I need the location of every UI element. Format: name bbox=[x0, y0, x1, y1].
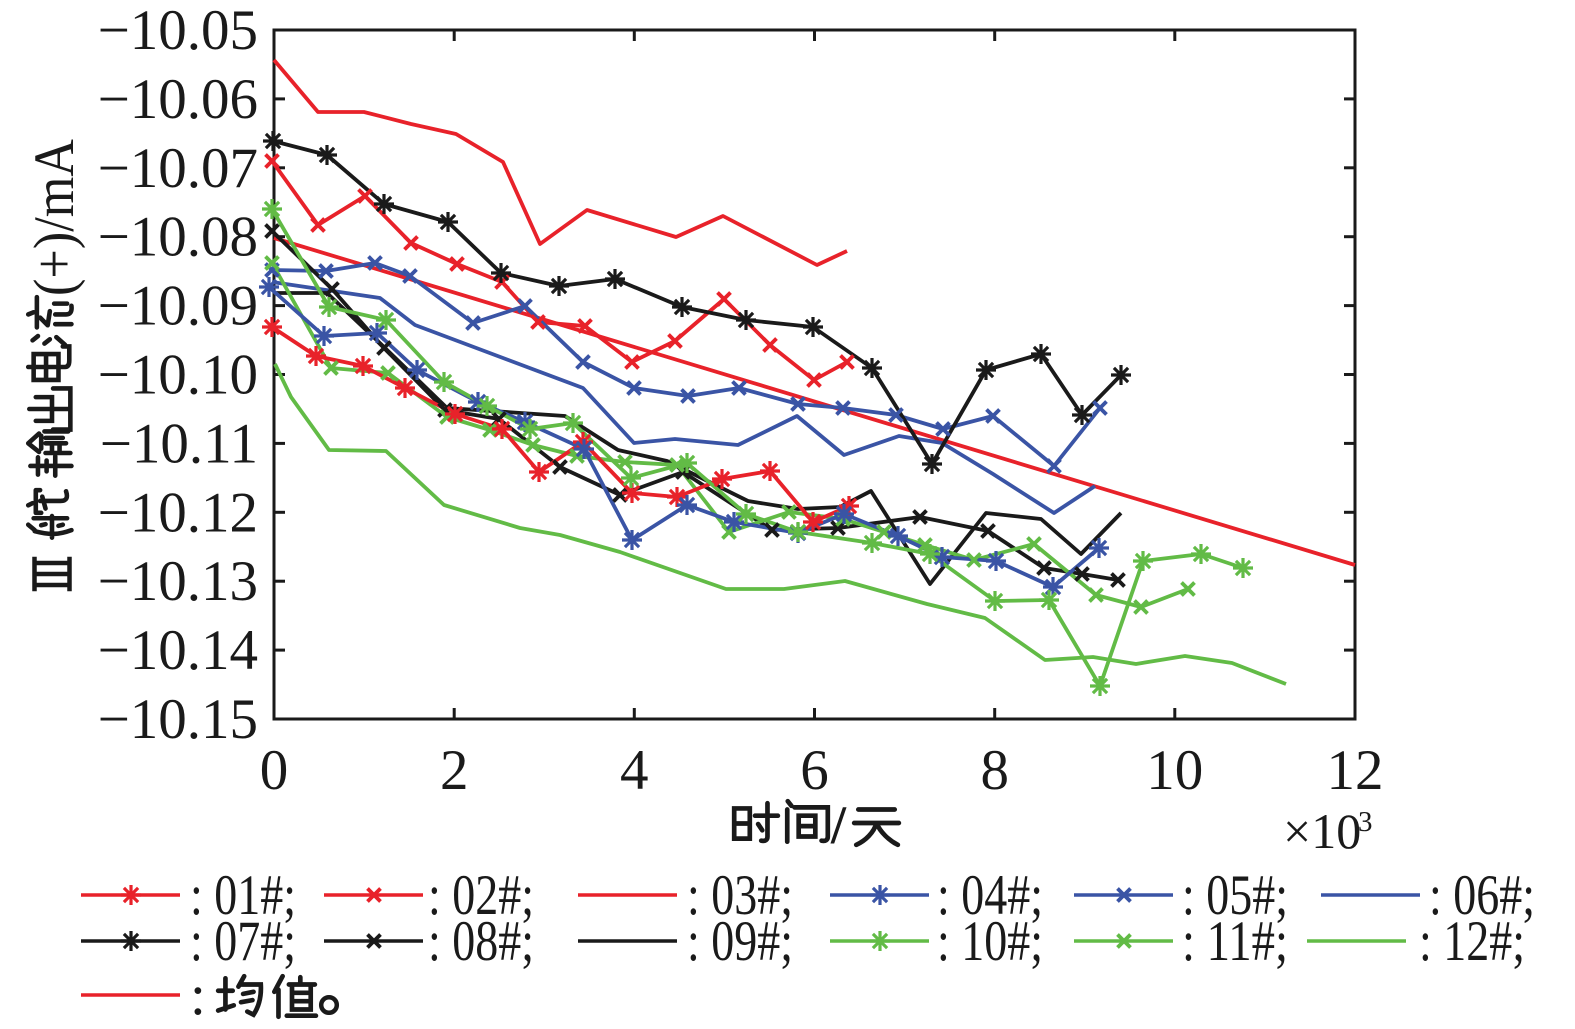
svg-text:: 10#;: : 10#; bbox=[937, 910, 1043, 973]
svg-text:: 07#;: : 07#; bbox=[190, 910, 296, 973]
svg-text:2: 2 bbox=[440, 739, 469, 802]
svg-text:0: 0 bbox=[260, 739, 289, 802]
svg-text:−10.07: −10.07 bbox=[98, 137, 258, 200]
svg-text::: : bbox=[190, 964, 206, 1027]
svg-text:: 12#;: : 12#; bbox=[1419, 910, 1525, 973]
svg-text:10: 10 bbox=[1146, 739, 1203, 802]
svg-text:−10.09: −10.09 bbox=[98, 275, 258, 338]
svg-text:: 02#;: : 02#; bbox=[428, 864, 534, 927]
svg-text:: 01#;: : 01#; bbox=[190, 864, 296, 927]
svg-text:: 06#;: : 06#; bbox=[1429, 864, 1535, 927]
svg-text:−10.15: −10.15 bbox=[98, 688, 258, 751]
svg-text:12: 12 bbox=[1327, 739, 1384, 802]
svg-text:4: 4 bbox=[620, 739, 649, 802]
svg-text:−10.08: −10.08 bbox=[98, 206, 258, 269]
svg-text:: 03#;: : 03#; bbox=[687, 864, 793, 927]
svg-text:: 04#;: : 04#; bbox=[937, 864, 1043, 927]
svg-text:−10.12: −10.12 bbox=[98, 481, 258, 544]
svg-text:×10: ×10 bbox=[1283, 803, 1361, 859]
svg-text:−10.10: −10.10 bbox=[98, 344, 258, 407]
svg-text:: 11#;: : 11#; bbox=[1182, 910, 1288, 973]
svg-text:6: 6 bbox=[800, 739, 829, 802]
svg-text:(+)/mA: (+)/mA bbox=[23, 139, 86, 296]
svg-text:−10.13: −10.13 bbox=[98, 550, 258, 613]
svg-text:−10.05: −10.05 bbox=[98, 0, 258, 62]
svg-text:: 05#;: : 05#; bbox=[1182, 864, 1288, 927]
svg-text:−10.11: −10.11 bbox=[100, 412, 258, 475]
svg-text:: 09#;: : 09#; bbox=[687, 910, 793, 973]
svg-text:: 08#;: : 08#; bbox=[428, 910, 534, 973]
svg-text:−10.14: −10.14 bbox=[98, 619, 258, 682]
svg-text:8: 8 bbox=[980, 739, 1009, 802]
svg-text:−10.06: −10.06 bbox=[98, 68, 258, 131]
svg-text:/: / bbox=[830, 795, 847, 855]
svg-text:3: 3 bbox=[1358, 806, 1373, 838]
